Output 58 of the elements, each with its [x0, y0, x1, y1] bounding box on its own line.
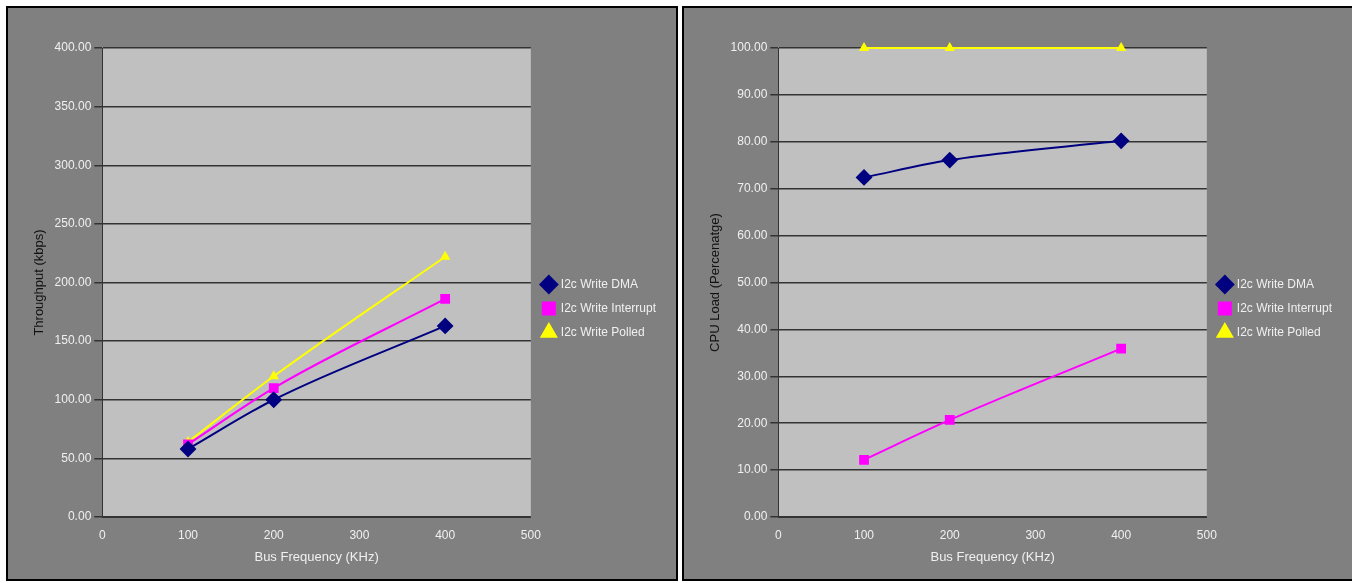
x-tick-label: 300	[1025, 527, 1046, 542]
y-tick-label: 20.00	[737, 415, 768, 430]
point	[945, 43, 955, 51]
point	[944, 415, 955, 425]
x-tick-label: 400	[1111, 527, 1132, 542]
x-tick-label: 300	[349, 527, 370, 542]
y-tick-label: 100.00	[54, 392, 92, 407]
legend-label: I2c Write DMA	[560, 276, 638, 291]
legend-label: I2c Write Polled	[560, 324, 645, 339]
y-tick-label: 150.00	[54, 333, 92, 348]
legend-label: I2c Write Interrupt	[1236, 300, 1333, 315]
y-tick-label: 10.00	[737, 462, 768, 477]
y-tick-label: 300.00	[54, 157, 92, 172]
legend-label: I2c Write DMA	[1236, 276, 1314, 291]
legend-label: I2c Write Polled	[1236, 324, 1321, 339]
point	[941, 152, 958, 169]
point	[180, 441, 197, 457]
x-tick-label: 200	[263, 527, 285, 542]
y-tick-label: 90.00	[737, 87, 768, 102]
x-tick-label: 100	[178, 527, 199, 542]
x-axis-title: Bus Frequency (KHz)	[254, 548, 379, 564]
x-tick-label: 400	[435, 527, 456, 542]
legend-label: I2c Write Interrupt	[560, 300, 657, 315]
x-tick-label: 500	[520, 527, 542, 542]
x-axis-title: Bus Frequency (KHz)	[930, 548, 1055, 564]
point	[437, 317, 454, 334]
point	[1113, 132, 1130, 149]
y-tick-label: 50.00	[737, 274, 768, 289]
x-tick-label: 500	[1196, 527, 1218, 542]
point	[268, 383, 279, 393]
y-tick-label: 350.00	[54, 98, 92, 113]
x-tick-label: 200	[939, 527, 961, 542]
point	[269, 371, 279, 380]
y-tick-label: 60.00	[737, 227, 768, 242]
y-tick-label: 400.00	[54, 40, 92, 55]
y-tick-label: 0.00	[743, 509, 768, 524]
point	[1116, 343, 1127, 354]
y-tick-label: 100.00	[730, 40, 768, 55]
y-tick-label: 80.00	[737, 134, 768, 149]
y-tick-label: 30.00	[737, 368, 768, 383]
y-tick-label: 50.00	[61, 450, 92, 465]
y-tick-label: 0.00	[67, 509, 92, 524]
x-tick-label: 100	[854, 527, 875, 542]
point	[859, 454, 869, 465]
point	[859, 43, 869, 51]
x-tick-label: 0	[98, 527, 106, 542]
x-tick-label: 0	[774, 527, 782, 542]
y-tick-label: 70.00	[737, 181, 768, 196]
point	[856, 169, 873, 186]
y-tick-label: 200.00	[54, 274, 92, 289]
point	[1116, 43, 1126, 51]
point	[440, 251, 450, 260]
y-axis-title: CPU Load (Percenatge)	[707, 213, 723, 352]
point	[265, 391, 282, 408]
y-tick-label: 40.00	[737, 321, 768, 336]
y-tick-label: 250.00	[54, 216, 92, 231]
point	[440, 294, 451, 304]
y-axis-title: Throughput (kbps)	[31, 229, 47, 336]
